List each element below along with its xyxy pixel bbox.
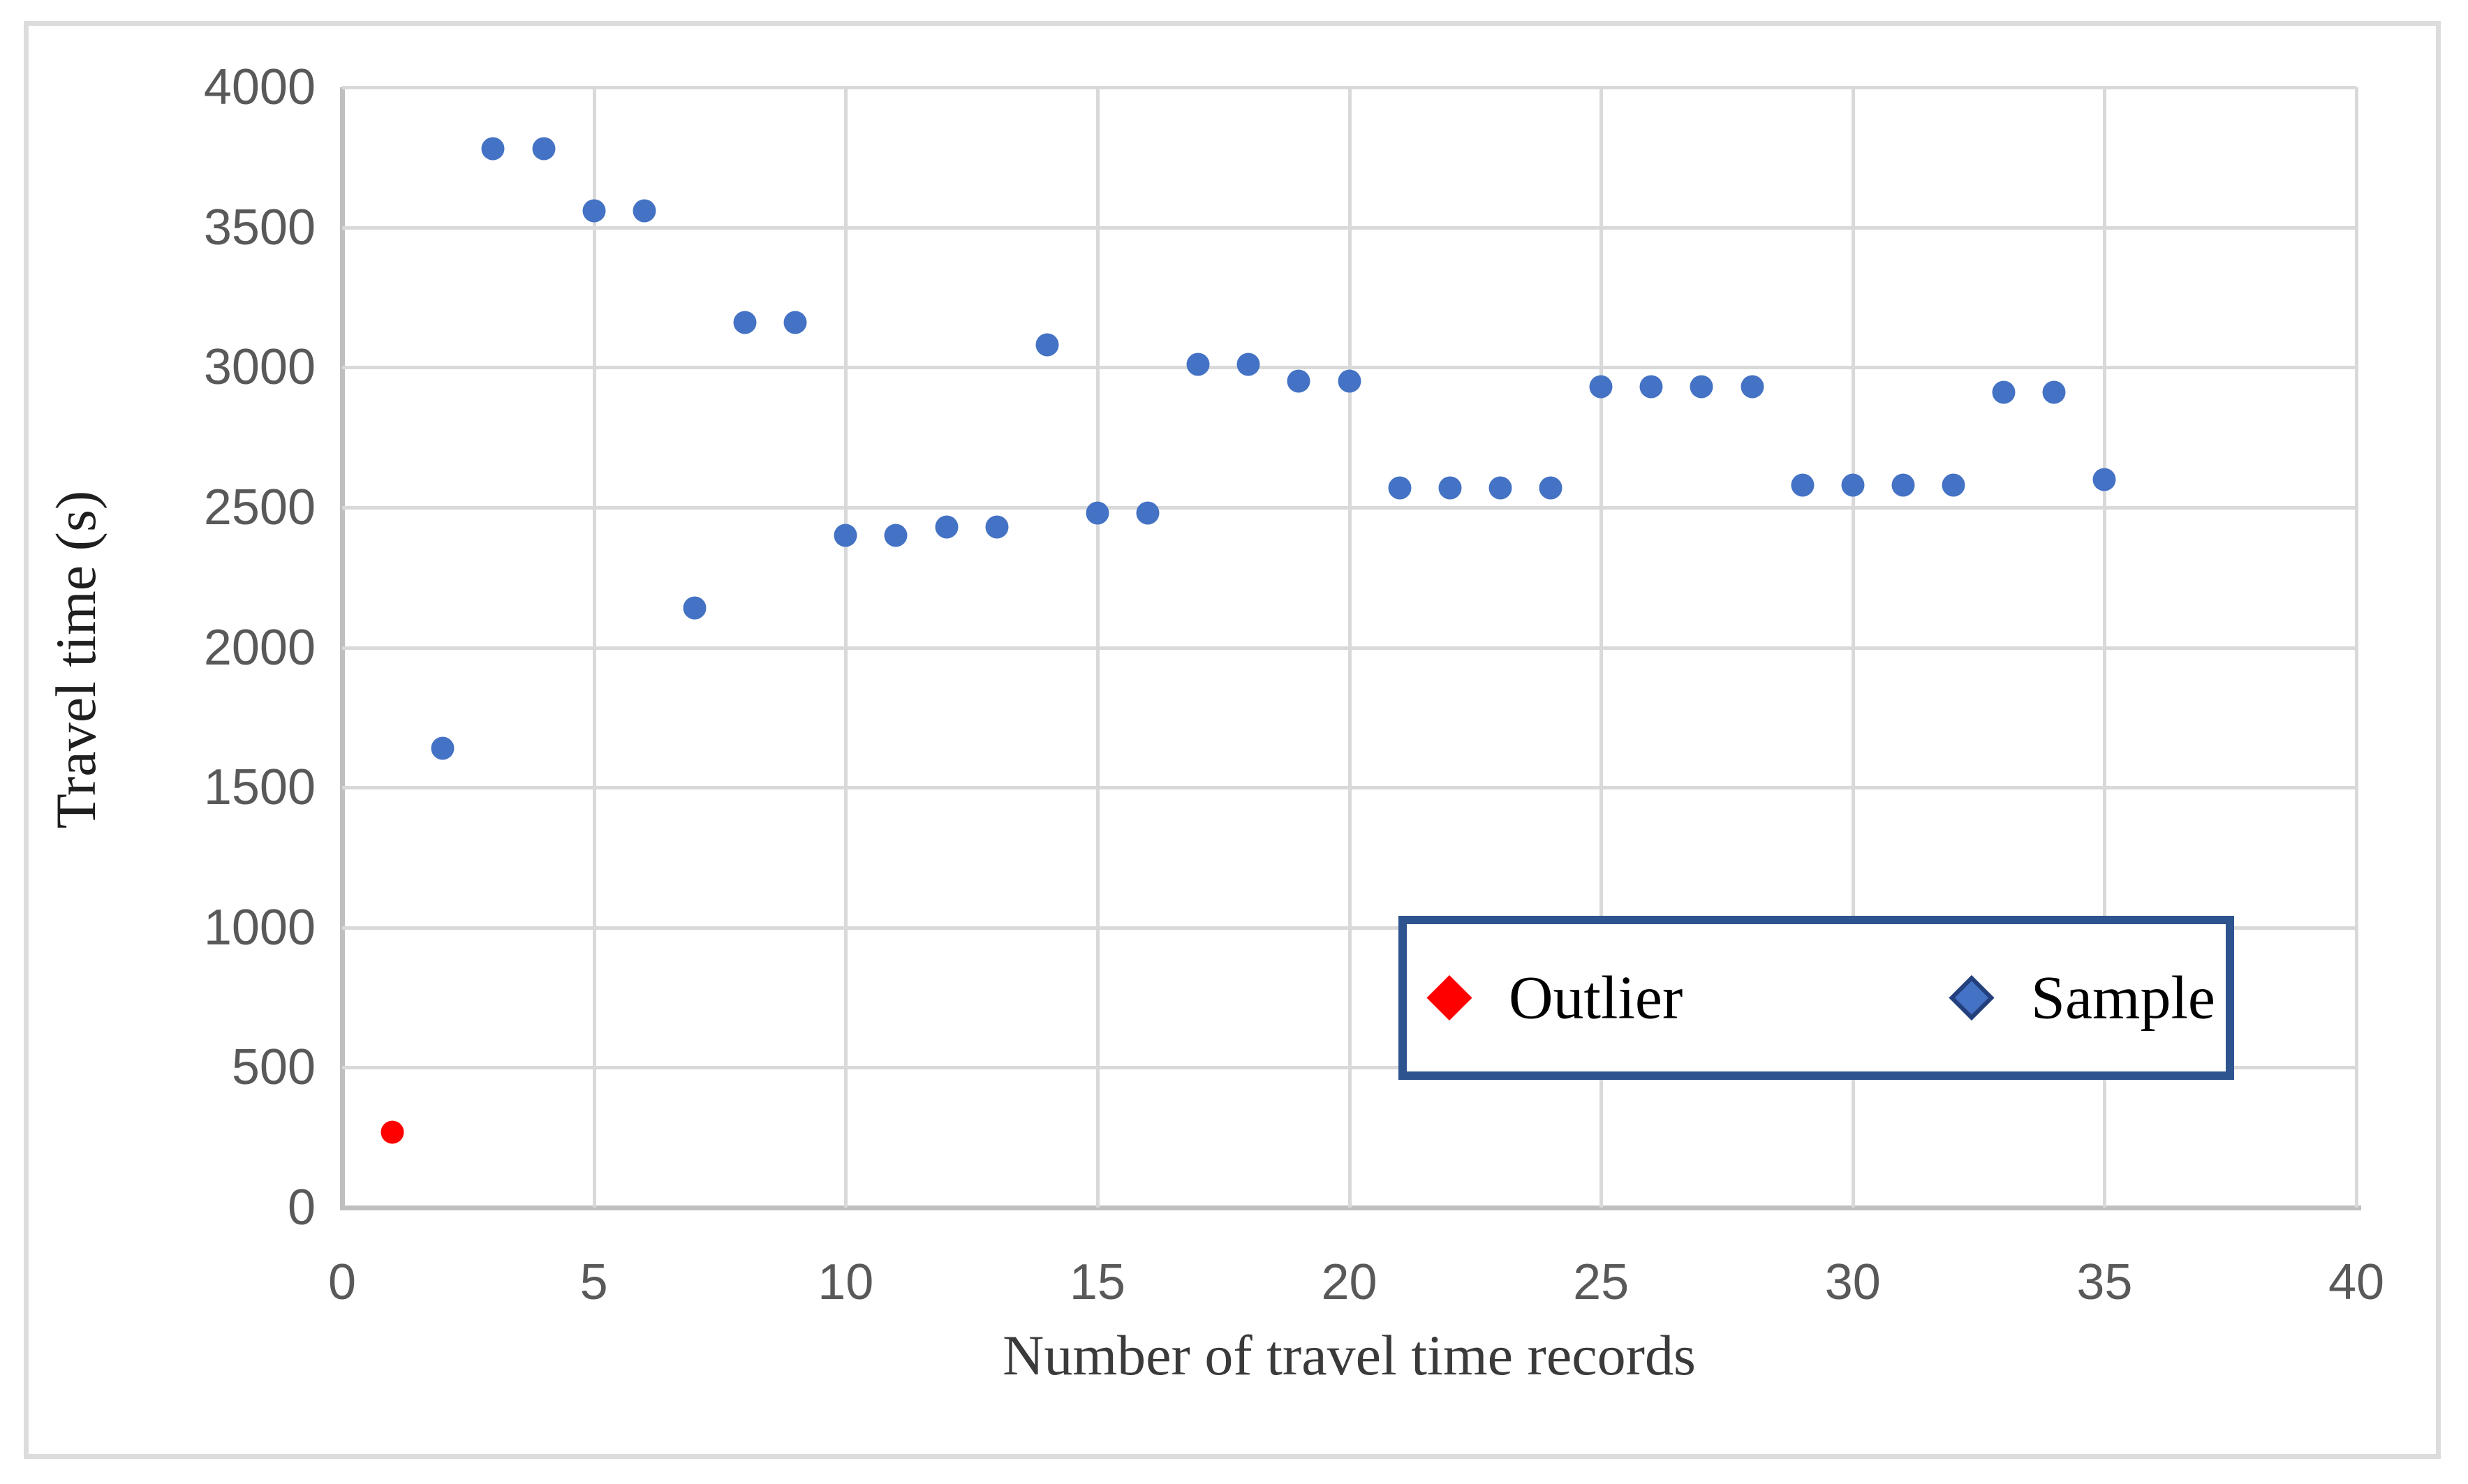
data-point-sample — [1942, 473, 1965, 497]
data-point-sample — [884, 524, 908, 547]
y-tick-label: 0 — [287, 1180, 316, 1236]
horizontal-gridline — [342, 505, 2356, 510]
data-point-sample — [1186, 353, 1210, 376]
y-tick-label: 3500 — [203, 199, 316, 255]
data-point-sample — [532, 137, 555, 161]
x-tick-label: 25 — [1573, 1254, 1630, 1310]
data-point-sample — [935, 515, 958, 539]
data-point-sample — [683, 596, 707, 620]
data-point-sample — [582, 199, 606, 223]
x-tick-label: 15 — [1069, 1254, 1125, 1310]
horizontal-gridline — [342, 646, 2356, 650]
sample-diamond-icon — [1949, 974, 1995, 1021]
y-tick-label: 3000 — [203, 339, 316, 396]
y-tick-label: 1500 — [203, 759, 316, 816]
data-point-sample — [985, 515, 1009, 539]
legend-item-outlier: Outlier — [1426, 963, 1683, 1033]
data-point-sample — [1841, 473, 1865, 497]
data-point-sample — [1035, 333, 1059, 357]
data-point-sample — [1639, 375, 1663, 399]
x-axis-title: Number of travel time records — [1003, 1323, 1696, 1387]
data-point-sample — [1338, 369, 1361, 393]
data-point-sample — [1891, 473, 1915, 497]
horizontal-gridline — [342, 225, 2356, 230]
data-point-sample — [1438, 476, 1462, 500]
data-point-sample — [633, 199, 656, 223]
data-point-sample — [1741, 375, 1764, 399]
vertical-gridline — [2355, 87, 2358, 1208]
x-axis-line — [340, 1205, 2361, 1210]
horizontal-gridline — [342, 1066, 2356, 1070]
horizontal-gridline — [342, 366, 2356, 370]
data-point-sample — [1086, 501, 1109, 525]
data-point-sample — [1791, 473, 1815, 497]
x-tick-label: 35 — [2076, 1254, 2133, 1310]
data-point-sample — [1136, 501, 1160, 525]
data-point-outlier — [380, 1120, 404, 1144]
horizontal-gridline — [342, 926, 2356, 930]
x-tick-label: 5 — [579, 1254, 608, 1310]
y-axis-title: Travel time (s) — [44, 490, 108, 829]
legend-label-outlier: Outlier — [1509, 964, 1683, 1032]
plot-area — [340, 86, 2361, 1210]
y-tick-label: 500 — [231, 1039, 316, 1096]
horizontal-gridline — [342, 786, 2356, 790]
y-tick-label: 1000 — [203, 899, 316, 956]
data-point-sample — [733, 311, 757, 334]
horizontal-gridline — [342, 86, 2356, 89]
y-tick-label: 4000 — [203, 59, 316, 115]
data-point-sample — [1690, 375, 1713, 399]
x-tick-label: 40 — [2328, 1254, 2385, 1310]
data-point-sample — [481, 137, 505, 161]
x-tick-label: 0 — [327, 1254, 357, 1310]
data-point-sample — [2092, 468, 2116, 491]
data-point-sample — [2042, 380, 2066, 404]
data-point-sample — [1287, 369, 1310, 393]
data-point-sample — [834, 524, 857, 547]
legend-item-sample: Sample — [1949, 963, 2215, 1033]
data-point-sample — [1992, 380, 2016, 404]
data-point-sample — [431, 736, 455, 760]
data-point-sample — [1236, 353, 1260, 376]
legend-label-sample: Sample — [2031, 964, 2215, 1032]
outlier-diamond-icon — [1426, 974, 1472, 1021]
data-point-sample — [1589, 375, 1613, 399]
x-tick-label: 20 — [1321, 1254, 1377, 1310]
data-point-sample — [1388, 476, 1412, 500]
x-tick-label: 10 — [818, 1254, 874, 1310]
legend: Outlier Sample — [1398, 916, 2234, 1080]
y-tick-label: 2000 — [203, 619, 316, 676]
data-point-sample — [1539, 476, 1562, 500]
data-point-sample — [783, 311, 807, 334]
x-tick-label: 30 — [1824, 1254, 1881, 1310]
data-point-sample — [1488, 476, 1512, 500]
figure-border — [24, 21, 2441, 1459]
y-tick-label: 2500 — [203, 479, 316, 535]
